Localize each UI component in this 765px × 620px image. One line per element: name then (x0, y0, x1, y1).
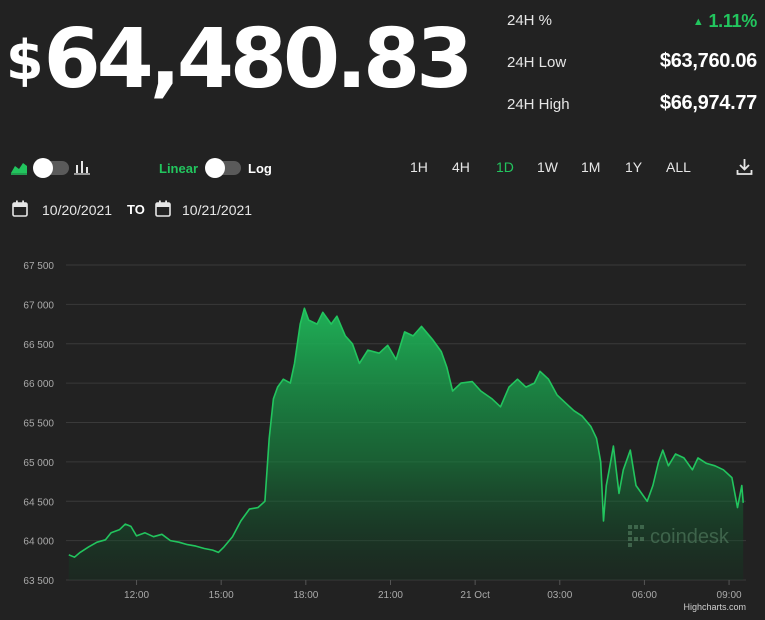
stat-label: 24H High (507, 96, 570, 113)
end-date[interactable]: 10/21/2021 (182, 202, 253, 218)
y-axis: 67 500 67 000 66 500 66 000 65 500 65 000 64 5… (23, 261, 54, 587)
stat-value: $63,760.06 (659, 50, 757, 72)
range-1h[interactable]: 1H (410, 159, 428, 175)
bar-chart-icon[interactable] (74, 159, 90, 175)
stat-label: 24H Low (507, 54, 567, 71)
y-tick-label: 65 500 (23, 419, 54, 430)
range-4h[interactable]: 4H (452, 159, 470, 175)
stat-label: 24H % (507, 12, 553, 29)
x-tick-label: 18:00 (293, 590, 318, 601)
price-chart[interactable]: 67 500 67 000 66 500 66 000 65 500 65 000 64 5… (0, 250, 765, 620)
start-date[interactable]: 10/20/2021 (42, 202, 113, 218)
stat-24h-percent: 24H % ▲ 1.11% (507, 8, 757, 50)
watermark-text: coindesk (650, 526, 730, 548)
y-tick-label: 64 500 (23, 497, 54, 508)
range-1d[interactable]: 1D (496, 159, 514, 175)
scale-toggle[interactable] (205, 158, 241, 178)
x-axis: 12:00 15:00 18:00 21:00 21 Oct 03:00 06:00 09:0… (124, 580, 742, 601)
range-all[interactable]: ALL (666, 159, 691, 175)
stat-value: $66,974.77 (659, 92, 757, 114)
highcharts-credit[interactable]: Highcharts.com (683, 602, 746, 612)
range-1w[interactable]: 1W (537, 159, 558, 175)
toggle-knob (205, 158, 225, 178)
calendar-icon[interactable] (12, 200, 28, 217)
x-tick-label: 12:00 (124, 590, 149, 601)
coindesk-watermark: coindesk (628, 525, 730, 548)
y-tick-label: 66 500 (23, 340, 54, 351)
x-tick-label: 21:00 (378, 590, 403, 601)
x-tick-label: 09:00 (717, 590, 742, 601)
chart-type-toggle[interactable] (33, 158, 69, 178)
y-tick-label: 66 000 (23, 379, 54, 390)
price-value: 64,480.83 (43, 12, 474, 107)
calendar-icon[interactable] (155, 200, 171, 217)
y-tick-label: 63 500 (23, 576, 54, 587)
x-tick-label: 06:00 (632, 590, 657, 601)
range-1y[interactable]: 1Y (625, 159, 643, 175)
date-range: 10/20/2021 TO 10/21/2021 (0, 195, 400, 225)
x-tick-label: 03:00 (547, 590, 572, 601)
stat-24h-high: 24H High $66,974.77 (507, 92, 757, 134)
current-price: $64,480.83 (6, 12, 474, 109)
x-tick-label: 15:00 (209, 590, 234, 601)
y-tick-label: 64 000 (23, 537, 54, 548)
log-scale-label[interactable]: Log (248, 161, 272, 176)
price-stats: 24H % ▲ 1.11% 24H Low $63,760.06 24H High… (507, 8, 757, 134)
x-tick-label: 21 Oct (460, 590, 490, 601)
stat-24h-low: 24H Low $63,760.06 (507, 50, 757, 92)
date-to-label: TO (127, 202, 145, 217)
download-icon[interactable] (736, 158, 753, 176)
price-area (68, 308, 744, 580)
linear-scale-label[interactable]: Linear (159, 161, 199, 176)
stat-percent-value: 1.11% (708, 11, 757, 31)
area-chart-icon[interactable] (10, 159, 28, 175)
chart-toolbar: Linear Log 1H 4H 1D 1W 1M 1Y ALL (0, 150, 765, 186)
coindesk-logo-icon (628, 525, 644, 547)
price-line (68, 307, 744, 558)
toggle-knob (33, 158, 53, 178)
triangle-up-icon: ▲ (692, 16, 704, 28)
y-tick-label: 67 000 (23, 300, 54, 311)
y-tick-label: 67 500 (23, 261, 54, 272)
stat-value: ▲ 1.11% (693, 11, 757, 32)
range-1m[interactable]: 1M (581, 159, 601, 175)
y-tick-label: 65 000 (23, 458, 54, 469)
currency-symbol: $ (6, 29, 44, 92)
